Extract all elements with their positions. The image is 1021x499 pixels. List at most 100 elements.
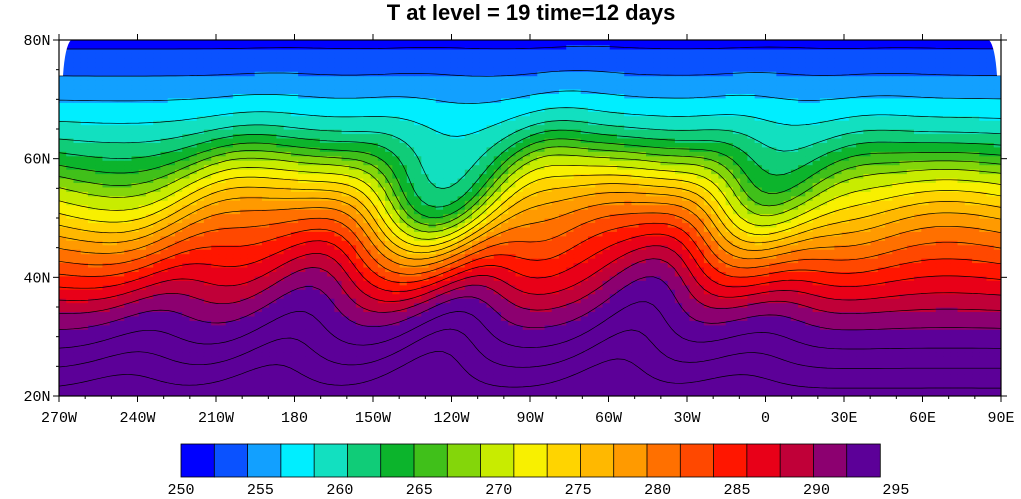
contour-cell bbox=[841, 378, 850, 384]
contour-cell bbox=[392, 382, 401, 388]
contour-cell bbox=[501, 311, 509, 317]
contour-cell bbox=[319, 338, 328, 344]
contour-cell bbox=[66, 284, 75, 290]
contour-cell bbox=[689, 364, 698, 370]
contour-cell bbox=[464, 347, 473, 353]
contour-cell bbox=[703, 244, 712, 250]
contour-cell bbox=[399, 320, 408, 326]
contour-cell bbox=[116, 342, 125, 348]
contour-cell bbox=[972, 378, 980, 384]
contour-cell bbox=[544, 364, 553, 370]
contour-cell bbox=[580, 364, 589, 370]
contour-cell bbox=[725, 311, 734, 317]
contour-cell bbox=[443, 235, 451, 241]
contour-cell bbox=[566, 391, 575, 396]
contour-cell bbox=[957, 293, 966, 299]
contour-cell bbox=[254, 387, 263, 393]
contour-cell bbox=[189, 231, 198, 237]
contour-cell bbox=[305, 289, 314, 295]
contour-cell bbox=[508, 249, 517, 255]
contour-cell bbox=[493, 333, 502, 339]
contour-cell bbox=[609, 307, 618, 313]
contour-cell bbox=[225, 222, 234, 228]
contour-cell bbox=[305, 320, 314, 326]
contour-cell bbox=[211, 351, 220, 357]
contour-cell bbox=[740, 307, 748, 313]
contour-cell bbox=[747, 324, 756, 330]
contour-cell bbox=[602, 231, 611, 237]
contour-cell bbox=[363, 373, 372, 379]
contour-cell bbox=[385, 262, 393, 268]
contour-cell bbox=[863, 258, 872, 264]
contour-cell bbox=[385, 271, 393, 277]
contour-cell bbox=[616, 342, 625, 348]
contour-cell bbox=[711, 266, 719, 272]
contour-cell bbox=[776, 315, 785, 321]
contour-cell bbox=[124, 315, 133, 321]
contour-cell bbox=[877, 258, 886, 264]
contour-cell bbox=[848, 342, 857, 348]
contour-cell bbox=[964, 329, 973, 335]
contour-cell bbox=[232, 378, 241, 384]
contour-cell bbox=[624, 271, 633, 277]
contour-cell bbox=[428, 320, 437, 326]
contour-cell bbox=[428, 355, 437, 361]
contour-cell bbox=[356, 302, 364, 308]
contour-cell bbox=[356, 262, 364, 268]
contour-cell bbox=[305, 391, 314, 396]
contour-cell bbox=[124, 373, 133, 379]
contour-cell bbox=[877, 338, 886, 344]
contour-cell bbox=[943, 266, 951, 272]
contour-cell bbox=[385, 329, 393, 335]
contour-cell bbox=[95, 298, 104, 304]
contour-cell bbox=[580, 369, 589, 375]
contour-cell bbox=[827, 293, 835, 299]
contour-cell bbox=[530, 302, 538, 308]
contour-cell bbox=[479, 373, 488, 379]
contour-cell bbox=[348, 338, 357, 344]
contour-cell bbox=[174, 298, 183, 304]
contour-cell bbox=[486, 240, 495, 246]
contour-cell bbox=[341, 258, 350, 264]
contour-cell bbox=[906, 324, 915, 330]
contour-cell bbox=[385, 231, 393, 237]
contour-cell bbox=[138, 333, 147, 339]
contour-cell bbox=[254, 307, 263, 313]
contour-cell bbox=[421, 338, 430, 344]
contour-cell bbox=[370, 333, 379, 339]
contour-cell bbox=[537, 311, 546, 317]
contour-cell bbox=[348, 262, 357, 268]
contour-cell bbox=[95, 226, 104, 232]
contour-cell bbox=[283, 373, 292, 379]
contour-cell bbox=[972, 231, 980, 237]
contour-cell bbox=[218, 293, 227, 299]
contour-cell bbox=[341, 324, 350, 330]
contour-cell bbox=[689, 298, 698, 304]
contour-cell bbox=[305, 271, 314, 277]
contour-cell bbox=[863, 329, 872, 335]
contour-cell bbox=[73, 387, 82, 393]
contour-cell bbox=[508, 289, 517, 295]
contour-cell bbox=[377, 387, 386, 393]
contour-cell bbox=[196, 293, 205, 299]
contour-cell bbox=[174, 342, 183, 348]
contour-cell bbox=[457, 253, 466, 259]
contour-cell bbox=[116, 289, 125, 295]
contour-cell bbox=[363, 355, 372, 361]
contour-cell bbox=[435, 391, 444, 396]
contour-cell bbox=[232, 293, 241, 299]
contour-cell bbox=[182, 320, 191, 326]
contour-cell bbox=[522, 311, 531, 317]
contour-cell bbox=[457, 391, 466, 396]
contour-cell bbox=[464, 320, 473, 326]
contour-cell bbox=[834, 311, 843, 317]
contour-cell bbox=[921, 226, 930, 232]
contour-cell bbox=[269, 258, 277, 264]
contour-cell bbox=[827, 342, 835, 348]
contour-cell bbox=[732, 284, 741, 290]
contour-cell bbox=[290, 244, 299, 250]
contour-cell bbox=[711, 231, 719, 237]
contour-cell bbox=[501, 391, 509, 396]
contour-cell bbox=[740, 347, 748, 353]
contour-cell bbox=[812, 302, 821, 308]
